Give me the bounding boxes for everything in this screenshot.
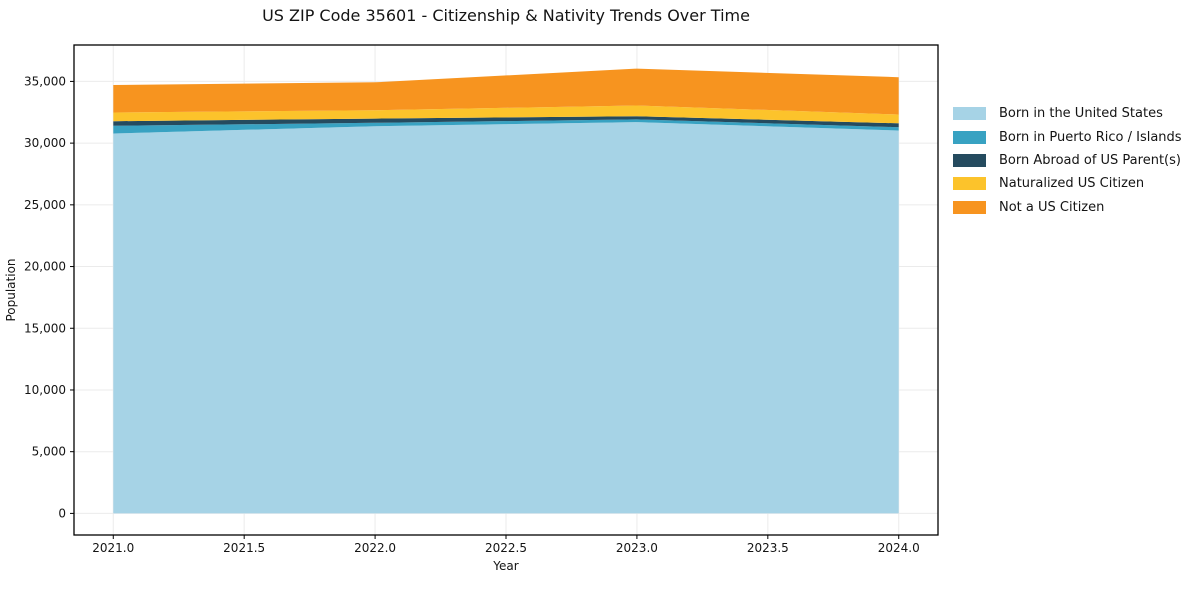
x-tick-label: 2022.0	[354, 541, 396, 555]
chart-title: US ZIP Code 35601 - Citizenship & Nativi…	[262, 6, 750, 25]
area-series	[113, 119, 899, 134]
x-tick-label: 2024.0	[878, 541, 920, 555]
x-tick-label: 2021.0	[92, 541, 134, 555]
legend-item: Not a US Citizen	[953, 196, 1182, 219]
y-axis-label: Population	[4, 258, 18, 322]
legend-swatch	[953, 107, 986, 121]
y-tick-label: 30,000	[24, 136, 66, 150]
area-series	[113, 122, 899, 514]
legend-label: Born in Puerto Rico / Islands	[999, 129, 1182, 145]
legend: Born in the United States Born in Puerto …	[953, 102, 1182, 219]
area-series	[113, 116, 899, 128]
y-tick-label: 20,000	[24, 260, 66, 274]
y-tick-label: 0	[58, 506, 66, 520]
x-axis-label: Year	[493, 559, 519, 573]
legend-swatch	[953, 130, 986, 144]
legend-label: Naturalized US Citizen	[999, 176, 1145, 192]
legend-item: Naturalized US Citizen	[953, 172, 1182, 195]
x-tick-label: 2022.5	[485, 541, 527, 555]
area-series	[113, 68, 899, 115]
y-tick-label: 10,000	[24, 383, 66, 397]
legend-swatch	[953, 200, 986, 214]
x-tick-label: 2021.5	[223, 541, 265, 555]
legend-label: Born Abroad of US Parent(s)	[999, 152, 1181, 168]
legend-swatch	[953, 177, 986, 191]
legend-item: Born Abroad of US Parent(s)	[953, 149, 1182, 172]
legend-label: Not a US Citizen	[999, 199, 1105, 215]
legend-item: Born in the United States	[953, 102, 1182, 125]
y-tick-label: 15,000	[24, 321, 66, 335]
area-series	[113, 105, 899, 124]
x-tick-label: 2023.5	[747, 541, 789, 555]
y-tick-label: 5,000	[32, 445, 66, 459]
x-tick-label: 2023.0	[616, 541, 658, 555]
y-tick-label: 35,000	[24, 74, 66, 88]
legend-swatch	[953, 153, 986, 167]
y-tick-label: 25,000	[24, 198, 66, 212]
legend-label: Born in the United States	[999, 106, 1163, 122]
legend-item: Born in Puerto Rico / Islands	[953, 125, 1182, 148]
